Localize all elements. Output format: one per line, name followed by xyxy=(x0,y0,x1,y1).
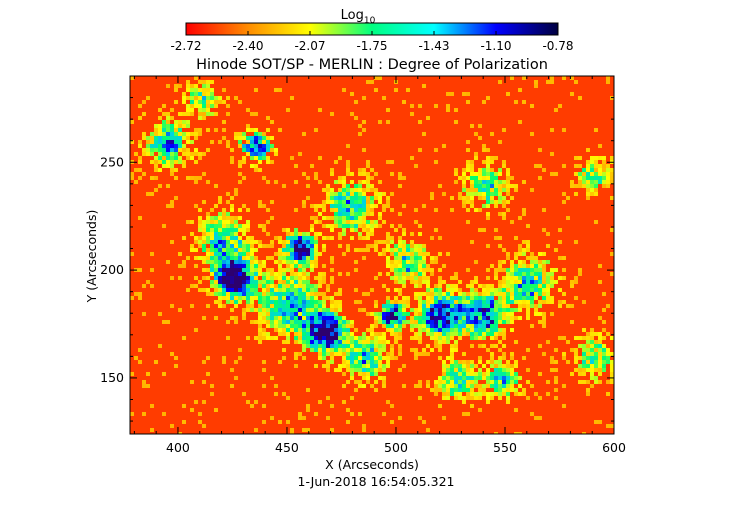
colorbar-tick-label: -1.75 xyxy=(356,39,387,53)
y-tick-label: 200 xyxy=(100,262,124,277)
polarization-heatmap xyxy=(130,76,614,434)
x-axis-label: X (Arcseconds) xyxy=(325,457,419,472)
x-tick-label: 550 xyxy=(493,440,517,455)
x-tick-label: 400 xyxy=(166,440,190,455)
x-tick-label: 450 xyxy=(275,440,299,455)
y-axis-label: Y (Arcseconds) xyxy=(84,210,99,304)
colorbar-tick-label: -1.10 xyxy=(480,39,511,53)
colorbar-tick-label: -0.78 xyxy=(542,39,573,53)
colorbar-tick-label: -2.07 xyxy=(294,39,325,53)
x-tick-label: 500 xyxy=(384,440,408,455)
colorbar-tick-label: -2.40 xyxy=(232,39,263,53)
x-axis: 400 450 500 550 600 xyxy=(133,76,626,455)
x-tick-label: 600 xyxy=(602,440,626,455)
chart-title: Hinode SOT/SP - MERLIN : Degree of Polar… xyxy=(196,57,548,73)
colorbar-ticks: -2.72 -2.40 -2.07 -1.75 -1.43 -1.10 -0.78 xyxy=(170,31,574,53)
colorbar-tick-label: -2.72 xyxy=(170,39,201,53)
y-axis: 150 200 250 xyxy=(100,75,614,422)
y-tick-label: 250 xyxy=(100,154,124,169)
plot-frame xyxy=(129,75,615,435)
colorbar-tick-label: -1.43 xyxy=(418,39,449,53)
y-tick-label: 150 xyxy=(100,370,124,385)
colorbar-label: Log10 xyxy=(341,8,376,26)
timestamp: 1-Jun-2018 16:54:05.321 xyxy=(298,474,455,489)
